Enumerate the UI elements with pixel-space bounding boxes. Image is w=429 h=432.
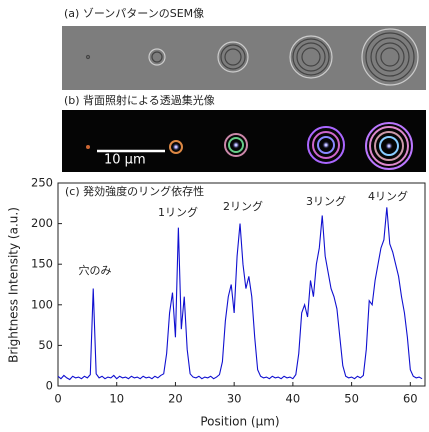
annotation: 4リング [368, 189, 408, 203]
y-tick-label: 100 [31, 297, 53, 311]
scale-bar-label: 10 μm [104, 153, 146, 168]
y-tick-label: 250 [31, 176, 53, 190]
x-tick-label: 40 [286, 392, 301, 406]
y-tick-label: 150 [31, 257, 53, 271]
annotation: 2リング [223, 199, 263, 213]
chart-title: (c) 発効強度のリング依存性 [65, 184, 204, 198]
panel-b-label: (b) 背面照射による透過集光像 [64, 93, 215, 107]
x-tick-label: 50 [344, 392, 359, 406]
figure: (a) ゾーンパターンのSEM像 (b) 背面照射による透過集光像 10 μm … [0, 0, 429, 432]
annotation: 穴のみ [79, 263, 112, 277]
panel-a-label: (a) ゾーンパターンのSEM像 [64, 7, 204, 20]
x-tick-label: 60 [403, 392, 418, 406]
x-tick-label: 20 [168, 392, 183, 406]
x-axis-label: Position (μm) [200, 415, 279, 429]
plot-frame [58, 183, 425, 386]
x-tick-label: 10 [109, 392, 124, 406]
y-tick-label: 50 [38, 338, 53, 352]
y-tick-label: 0 [46, 379, 53, 393]
y-axis-label: Brightness Intensity (a.u.) [7, 207, 21, 363]
annotation: 3リング [306, 194, 346, 208]
annotation: 1リング [158, 205, 198, 219]
data-line [58, 207, 422, 379]
x-tick-label: 0 [54, 392, 61, 406]
x-tick-label: 30 [227, 392, 242, 406]
y-tick-label: 200 [31, 216, 53, 230]
